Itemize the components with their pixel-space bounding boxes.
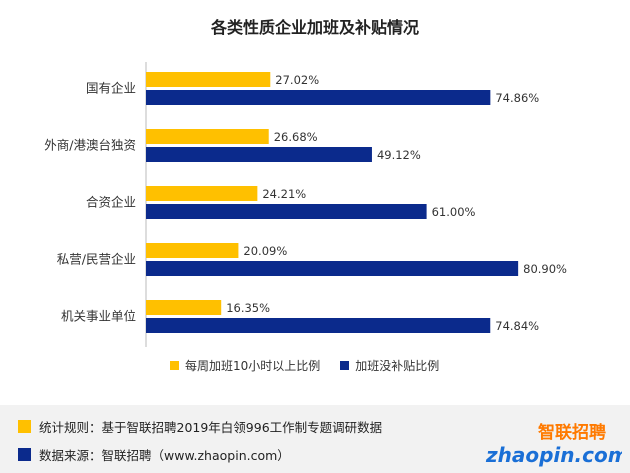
bar xyxy=(146,90,491,105)
bar xyxy=(146,318,491,333)
data-label: 16.35% xyxy=(226,301,270,315)
category-label: 国有企业 xyxy=(86,81,136,96)
footer-source-text: 数据来源：智联招聘（www.zhaopin.com） xyxy=(39,448,290,463)
legend-swatch-overtime xyxy=(170,360,179,370)
data-label: 80.90% xyxy=(523,262,567,276)
category-label: 私营/民营企业 xyxy=(57,252,136,267)
data-label: 20.09% xyxy=(243,244,287,258)
data-label: 74.84% xyxy=(495,319,539,333)
legend-label-no-subsidy: 加班没补贴比例 xyxy=(355,358,440,373)
data-label: 26.68% xyxy=(274,130,318,144)
zhaopin-logo: 智联招聘 zhaopin.com xyxy=(485,422,622,467)
chart-title: 各类性质企业加班及补贴情况 xyxy=(210,18,419,37)
bar xyxy=(146,204,427,219)
bar xyxy=(146,261,519,276)
legend-item-overtime: 每周加班10小时以上比例 xyxy=(170,357,320,374)
data-label: 61.00% xyxy=(432,205,476,219)
data-label: 74.86% xyxy=(495,91,539,105)
category-label: 外商/港澳台独资 xyxy=(44,138,136,153)
legend: 每周加班10小时以上比例 加班没补贴比例 xyxy=(170,356,439,374)
footer-rule: 统计规则：基于智联招聘2019年白领996工作制专题调研数据 xyxy=(18,417,382,436)
legend-item-no-subsidy: 加班没补贴比例 xyxy=(340,357,439,374)
bar xyxy=(146,186,258,201)
category-label: 机关事业单位 xyxy=(61,309,136,324)
data-label: 49.12% xyxy=(377,148,421,162)
footer-source-marker xyxy=(18,448,31,461)
bar xyxy=(146,300,222,315)
bar xyxy=(146,147,372,162)
logo-url: zhaopin.com xyxy=(485,443,622,467)
footer-source: 数据来源：智联招聘（www.zhaopin.com） xyxy=(18,445,290,464)
data-label: 27.02% xyxy=(275,73,319,87)
category-label: 合资企业 xyxy=(86,195,136,210)
footer xyxy=(0,405,630,473)
bar xyxy=(146,72,271,87)
data-label: 24.21% xyxy=(262,187,306,201)
logo-name: 智联招聘 xyxy=(538,422,606,443)
legend-swatch-no-subsidy xyxy=(340,360,350,370)
bar-chart: 国有企业 27.02% 74.86% 外商/港澳台独资 26.68% 49.12% 合资企业… xyxy=(44,62,567,347)
footer-rule-marker xyxy=(18,420,31,433)
footer-rule-text: 统计规则：基于智联招聘2019年白领996工作制专题调研数据 xyxy=(39,420,383,435)
bar xyxy=(146,243,239,258)
bar xyxy=(146,129,269,144)
legend-label-overtime: 每周加班10小时以上比例 xyxy=(185,358,321,373)
